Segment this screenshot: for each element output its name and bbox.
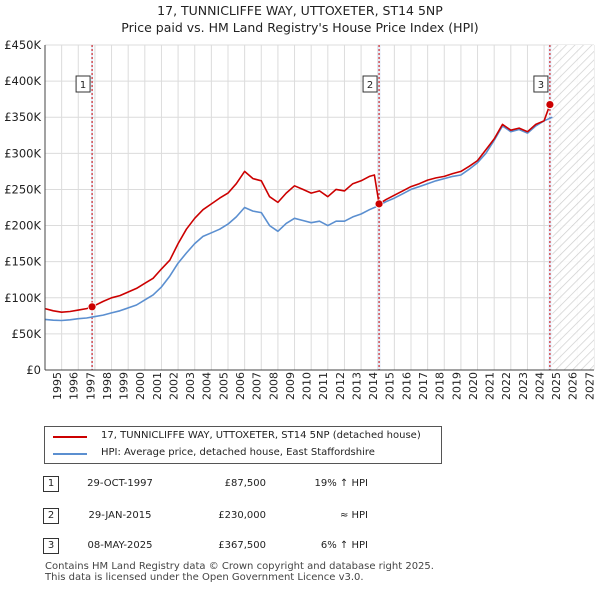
y-tick-label: £0 [26,363,41,377]
x-tick-label: 1998 [101,372,114,400]
sale-label-box [533,75,549,93]
forecast-hatch-band [552,45,594,370]
x-tick-label: 2020 [467,372,480,400]
x-tick-label: 2001 [151,372,164,400]
x-tick-label: 2011 [317,372,330,400]
sale-date: 29-OCT-1997 [87,478,153,489]
x-tick-label: 2000 [134,372,147,400]
sale-number-badge: 2 [43,508,59,524]
sales-table: 1 29-OCT-1997 £87,500 19% ↑ HPI 2 29-JAN… [0,470,600,560]
x-tick-label: 2027 [583,372,596,400]
chart-title: 17, TUNNICLIFFE WAY, UTTOXETER, ST14 5NP [157,3,443,18]
sale-highlight-band [91,45,94,370]
sale-number-badge: 3 [43,538,59,554]
footer-licence: This data is licensed under the Open Gov… [45,572,364,583]
y-tick-label: £50K [12,327,42,341]
x-tick-label: 2022 [500,372,513,400]
sale-point [87,302,97,312]
sale-label-text: 3 [538,80,544,91]
x-tick-label: 2015 [384,372,397,400]
x-tick-label: 1996 [68,372,81,400]
property-price-line [44,104,551,314]
sale-number-badge: 1 [43,476,59,492]
chart-subtitle: Price paid vs. HM Land Registry's House … [121,20,479,35]
sale-label-box [75,75,91,93]
legend-swatch-hpi [53,453,87,455]
y-tick-label: £350K [4,110,41,124]
x-tick-label: 2005 [217,372,230,400]
x-tick-label: 2004 [201,372,214,400]
legend-label-property: 17, TUNNICLIFFE WAY, UTTOXETER, ST14 5NP… [101,430,421,441]
x-tick-label: 2023 [517,372,530,400]
x-tick-label: 2017 [417,372,430,400]
x-tick-label: 2016 [400,372,413,400]
x-tick-label: 2008 [267,372,280,400]
x-tick-label: 2018 [434,372,447,400]
footer-copyright: Contains HM Land Registry data © Crown c… [45,561,434,572]
hpi-line [44,116,553,322]
x-tick-label: 2007 [251,372,264,400]
price-chart: 1 2 3 £0 £50K £100K £150K £200K £250K £300K £350K… [4,38,596,400]
y-tick-label: £450K [4,38,41,52]
sale-row: 2 29-JAN-2015 £230,000 ≈ HPI [0,506,600,526]
legend-swatch-property [53,436,87,438]
sale-hpi-comparison: 19% ↑ HPI [314,478,368,489]
x-tick-label: 2013 [350,372,363,400]
x-tick-label: 1997 [84,372,97,400]
y-tick-label: £100K [4,291,41,305]
sale-label-box [362,75,378,93]
legend: 17, TUNNICLIFFE WAY, UTTOXETER, ST14 5NP… [44,426,442,464]
x-tick-label: 2025 [550,372,563,400]
plot-area [45,45,594,370]
x-tick-label: 2019 [450,372,463,400]
x-tick-label: 2012 [334,372,347,400]
x-tick-label: 2002 [167,372,180,400]
sale-price: £87,500 [224,478,266,489]
sale-label-text: 1 [80,80,86,91]
y-tick-label: £400K [4,74,41,88]
sale-date: 29-JAN-2015 [88,510,152,521]
y-tick-label: £300K [4,146,41,160]
legend-label-hpi: HPI: Average price, detached house, East… [101,447,375,458]
sale-hpi-comparison: ≈ HPI [339,510,368,521]
x-tick-label: 2014 [367,372,380,400]
x-tick-label: 2024 [533,372,546,400]
y-tick-label: £150K [4,255,41,269]
sale-price: £367,500 [218,540,266,551]
sale-row: 3 08-MAY-2025 £367,500 6% ↑ HPI [0,536,600,556]
y-tick-label: £250K [4,182,41,196]
sale-highlight-band [548,45,552,370]
sale-price: £230,000 [218,510,266,521]
x-tick-label: 2006 [234,372,247,400]
sale-hpi-comparison: 6% ↑ HPI [320,540,368,551]
x-tick-label: 2009 [284,372,297,400]
x-tick-label: 2021 [484,372,497,400]
x-tick-label: 2010 [301,372,314,400]
sale-row: 1 29-OCT-1997 £87,500 19% ↑ HPI [0,474,600,494]
x-tick-label: 2026 [567,372,580,400]
sale-label-text: 2 [367,80,373,91]
y-tick-label: £200K [4,219,41,233]
sale-date: 08-MAY-2025 [87,540,153,551]
x-tick-label: 2003 [184,372,197,400]
x-tick-label: 1999 [118,372,131,400]
x-tick-label: 1995 [51,372,64,400]
sale-point [545,100,555,109]
sale-point [374,199,384,209]
